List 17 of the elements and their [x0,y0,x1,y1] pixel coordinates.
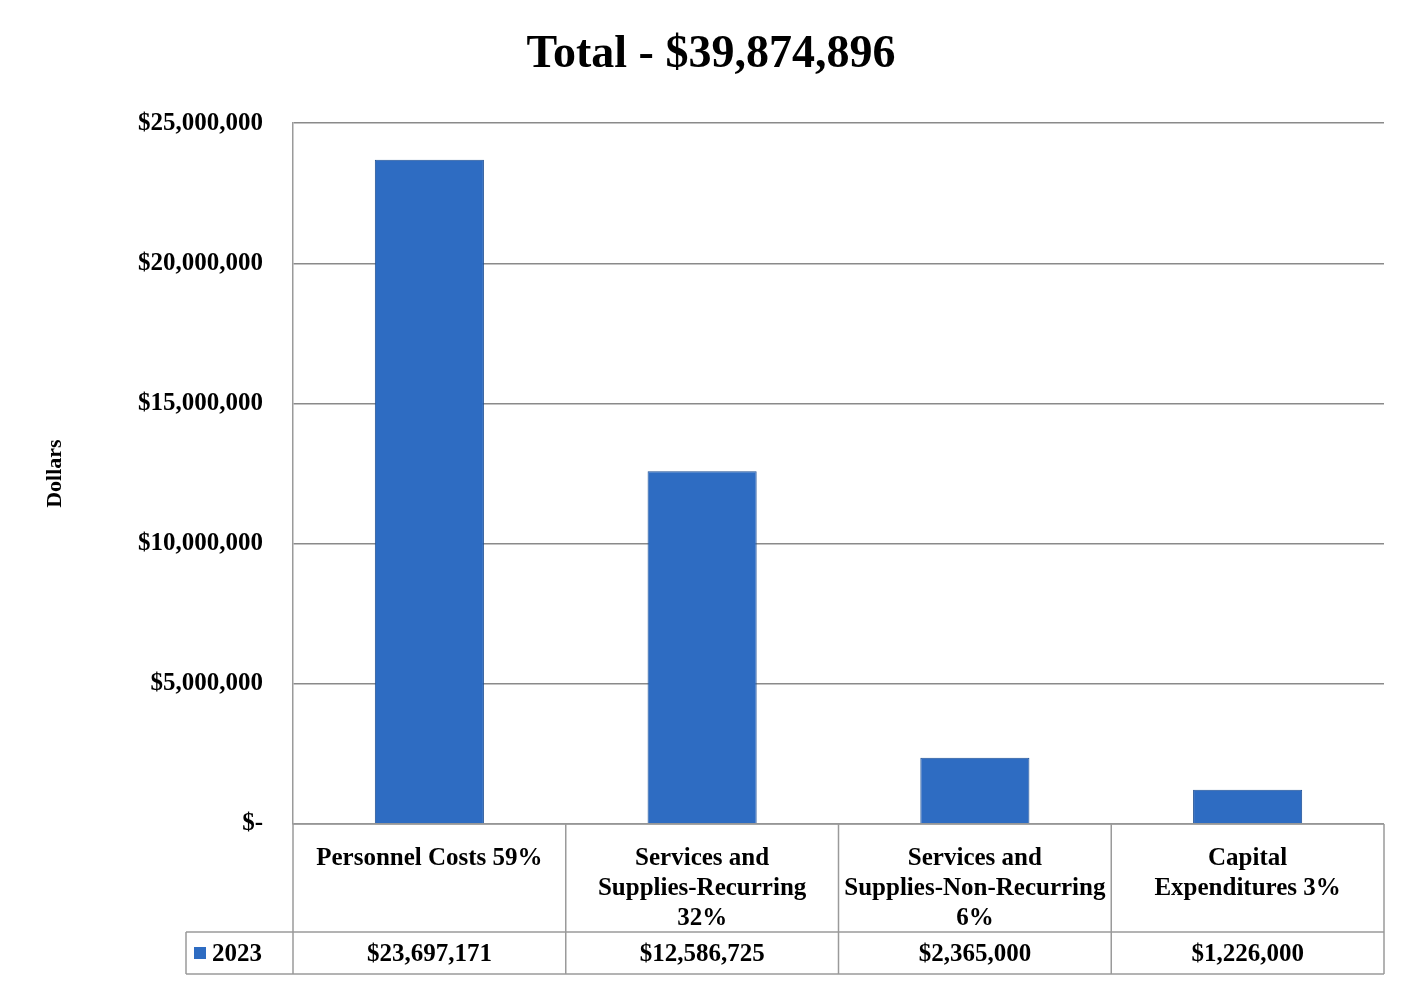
y-tick-label: $25,000,000 [138,107,263,135]
y-tick-label: $5,000,000 [150,668,263,696]
text: $23,697,171 [366,939,492,967]
x-tick-label: Services and Supplies-Non-Recurring 6% [844,843,1106,931]
y-axis-title: Dollars [40,438,66,508]
y-tick-label: $20,000,000 [138,247,263,275]
text: $1,226,000 [1191,939,1304,967]
x-tick-label: Services and Supplies-Recurring 32% [597,843,807,931]
x-tick-label: Personnel Costs 59% [316,843,543,871]
x-tick-label: Capital Expenditures 3% [1154,843,1341,901]
y-tick-label: $15,000,000 [138,387,263,415]
chart-title: Total - $39,874,896 [526,26,896,78]
text: $2,365,000 [918,939,1032,967]
legend-label: 2023 [212,939,262,967]
text: $12,586,725 [639,939,765,967]
y-tick-label: $- [242,808,263,836]
y-tick-label: $10,000,000 [138,528,263,556]
